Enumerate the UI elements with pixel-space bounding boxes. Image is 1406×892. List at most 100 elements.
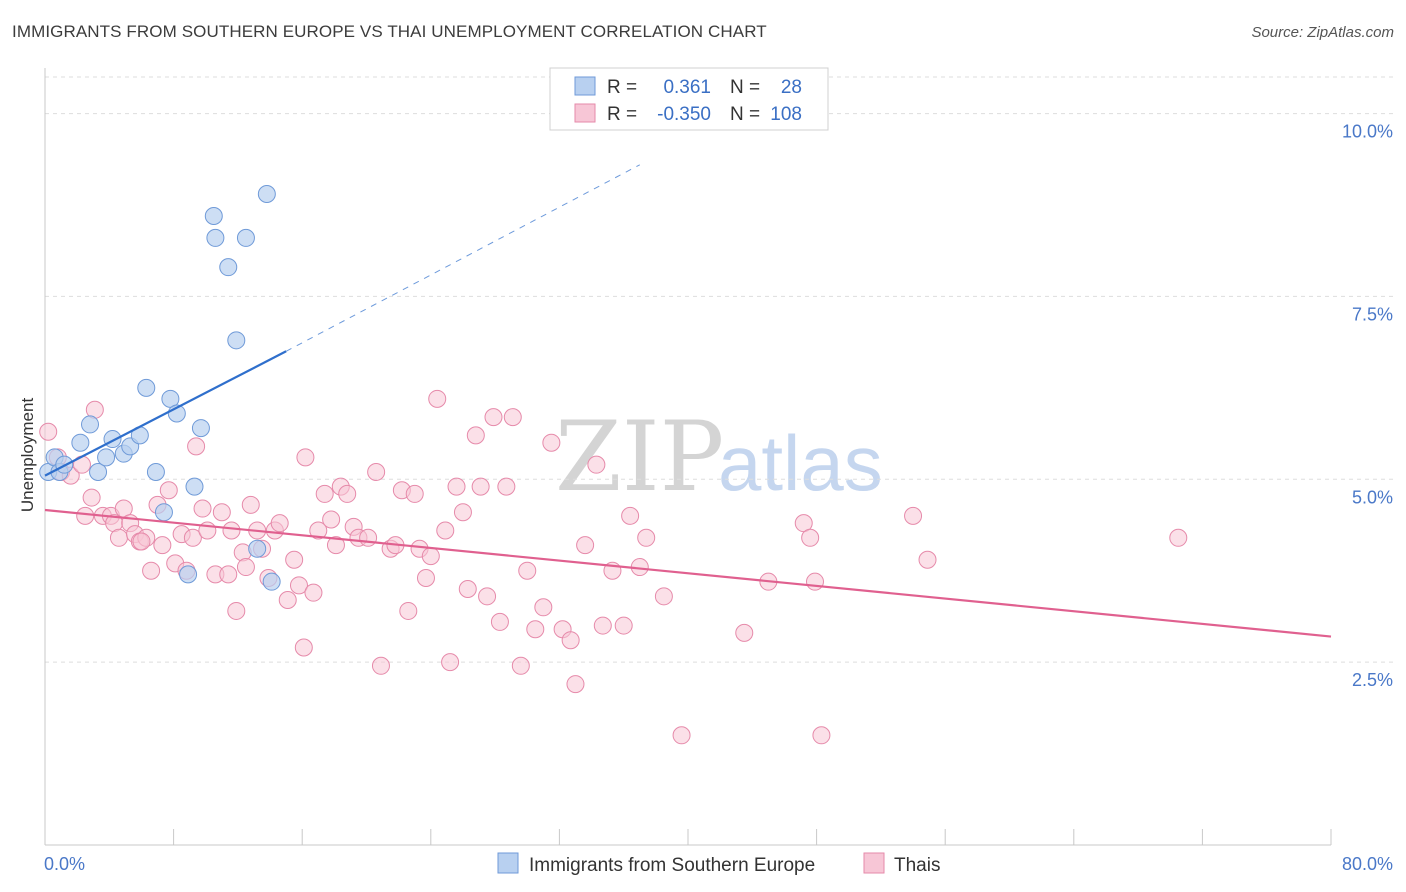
thais-point — [654, 587, 673, 606]
y-tick-label: 7.5% — [1352, 304, 1393, 324]
thais-point — [904, 506, 923, 525]
southern-europe-point — [71, 433, 90, 452]
thais-point — [542, 433, 561, 452]
thais-point — [637, 528, 656, 547]
y-tick-label: 5.0% — [1352, 487, 1393, 507]
thais-point — [561, 631, 580, 650]
southern-europe-point — [137, 378, 156, 397]
thais-point — [453, 503, 472, 522]
southern-europe-point — [97, 448, 116, 467]
thais-point — [621, 506, 640, 525]
southern-europe-trend-line — [44, 350, 287, 477]
thais-point — [466, 426, 485, 445]
southern-europe-point — [154, 503, 173, 522]
thais-point — [326, 536, 345, 555]
thais-point — [296, 448, 315, 467]
thais-point — [428, 389, 447, 408]
legend-n-value-2: 108 — [770, 104, 802, 125]
southern-europe-point — [146, 462, 165, 481]
thais-point — [153, 536, 172, 555]
thais-point — [159, 481, 178, 500]
thais-point — [534, 598, 553, 617]
thais-point — [76, 506, 95, 525]
thais-point — [212, 503, 231, 522]
thais-point — [132, 532, 151, 551]
legend-r-value-1: 0.361 — [663, 77, 711, 98]
thais-point — [187, 437, 206, 456]
thais-point — [294, 638, 313, 657]
thais-point — [526, 620, 545, 639]
thais-point — [236, 558, 255, 577]
legend-swatch-pink — [574, 103, 596, 123]
southern-europe-point — [227, 331, 246, 350]
thais-point — [812, 726, 831, 745]
x-tick-label: 80.0% — [1342, 854, 1393, 874]
thais-point — [285, 550, 304, 569]
thais-point — [805, 572, 824, 591]
southern-europe-point — [206, 228, 225, 247]
legend-n-label-1: N = — [730, 77, 760, 98]
thais-point — [367, 462, 386, 481]
legend-n-label-2: N = — [730, 104, 760, 125]
thais-point — [484, 408, 503, 427]
thais-point — [436, 521, 455, 540]
thais-point — [1169, 528, 1188, 547]
southern-europe-point — [248, 539, 267, 558]
thais-point — [421, 547, 440, 566]
watermark: ZIP atlas — [555, 401, 883, 513]
thais-point — [142, 561, 161, 580]
legend-n-value-1: 28 — [781, 77, 802, 98]
thais-point — [416, 569, 435, 588]
thais-point — [587, 455, 606, 474]
southern-europe-point — [185, 477, 204, 496]
thais-point — [458, 580, 477, 598]
thais-point — [219, 565, 238, 584]
y-tick-label: 10.0% — [1342, 122, 1393, 142]
thais-point — [241, 495, 260, 514]
thais-point — [371, 656, 390, 675]
legend-r-label-2: R = — [607, 104, 637, 125]
legend-r-label-1: R = — [607, 77, 637, 98]
thais-point — [447, 477, 466, 496]
thais-point — [614, 616, 633, 635]
thais-point — [227, 601, 246, 620]
thais-point — [270, 514, 289, 533]
thais-point — [399, 601, 418, 620]
chart-title: IMMIGRANTS FROM SOUTHERN EUROPE VS THAI … — [12, 22, 767, 41]
thais-point — [497, 477, 516, 496]
thais-point — [518, 561, 537, 580]
southern-europe-point — [89, 462, 108, 481]
bottom-legend-label-1: Immigrants from Southern Europe — [529, 855, 815, 876]
y-axis-label: Unemployment — [18, 398, 37, 513]
thais-point — [441, 653, 460, 672]
thais-point — [359, 528, 378, 547]
thais-point — [735, 623, 754, 642]
legend-box: R = 0.361 N = 28 R = -0.350 N = 108 — [549, 67, 829, 131]
series-southern-europe-points — [39, 185, 281, 591]
thais-point — [82, 488, 101, 507]
thais-point — [672, 726, 691, 745]
southern-europe-point — [179, 565, 198, 584]
southern-europe-point — [257, 185, 276, 204]
thais-point — [193, 499, 212, 518]
y-tick-label: 2.5% — [1352, 670, 1393, 690]
thais-point — [338, 484, 357, 503]
thais-point — [503, 408, 522, 427]
legend-r-value-2: -0.350 — [657, 104, 711, 125]
thais-trend-line — [44, 508, 1332, 638]
x-tick-label: 0.0% — [44, 854, 85, 874]
thais-point — [309, 521, 328, 540]
southern-europe-trend-extension — [285, 164, 641, 352]
legend-swatch-blue — [574, 76, 596, 96]
southern-europe-point — [219, 258, 238, 277]
southern-europe-point — [204, 206, 223, 225]
thais-point — [315, 484, 334, 503]
watermark-atlas: atlas — [718, 419, 883, 507]
watermark-zip: ZIP — [555, 401, 724, 513]
bottom-legend-label-2: Thais — [894, 855, 940, 876]
southern-europe-point — [81, 415, 100, 434]
thais-point — [471, 477, 490, 496]
thais-point — [478, 587, 497, 606]
thais-point — [405, 484, 424, 503]
